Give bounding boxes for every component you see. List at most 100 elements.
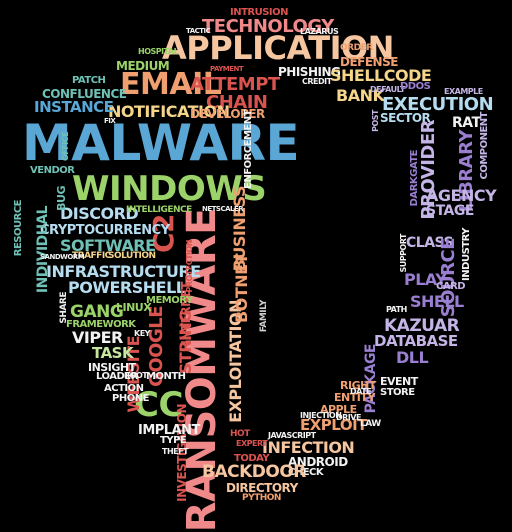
word-order: ORDER bbox=[340, 43, 373, 53]
word-medium: MEDIUM bbox=[116, 59, 170, 73]
word-bug: BUG bbox=[55, 186, 68, 211]
word-protection: PROTECTION bbox=[185, 240, 194, 293]
word-implant: IMPLANT bbox=[138, 423, 200, 438]
word-database: DATABASE bbox=[374, 332, 458, 350]
word-class: CLASS bbox=[406, 235, 454, 251]
word-developer: DEVELOPER bbox=[190, 107, 265, 121]
word-sandworm: SANDWORM bbox=[40, 253, 85, 261]
word-agency: AGENCY bbox=[426, 186, 497, 205]
word-expert: EXPERT bbox=[236, 439, 268, 448]
word-theft: THEFT bbox=[162, 447, 189, 456]
word-month: MONTH bbox=[146, 371, 186, 382]
word-linux: LINUX bbox=[116, 301, 152, 314]
word-fix: FIX bbox=[104, 117, 116, 125]
word-vendor: VENDOR bbox=[30, 165, 75, 176]
word-individual: INDIVIDUAL bbox=[35, 206, 51, 294]
word-rat: RAT bbox=[452, 115, 481, 131]
word-darkgate: DARKGATE bbox=[409, 150, 420, 207]
word-framework: FRAMEWORK bbox=[66, 319, 136, 330]
word-exploit: EXPLOIT bbox=[300, 416, 367, 434]
word-gang: GANG bbox=[70, 302, 124, 322]
word-application: APPLICATION bbox=[162, 29, 394, 67]
word-component: COMPONENT bbox=[479, 112, 490, 180]
word-hospital: HOSPITAL bbox=[138, 47, 179, 56]
word-infection: INFECTION bbox=[262, 438, 355, 457]
word-family: FAMILY bbox=[259, 300, 269, 333]
word-drive: DRIVE bbox=[336, 413, 361, 422]
word-today: TODAY bbox=[234, 453, 270, 464]
word-intelligence: INTELLIGENCE bbox=[126, 205, 192, 215]
word-execution: EXECUTION bbox=[382, 94, 494, 115]
word-store: STORE bbox=[380, 387, 415, 398]
word-post: POST bbox=[371, 110, 380, 132]
word-card: CARD bbox=[436, 281, 466, 292]
word-event: EVENT bbox=[380, 375, 418, 388]
word-cc: CC bbox=[134, 385, 183, 425]
word-phishing: PHISHING bbox=[278, 65, 341, 79]
word-software: SOFTWARE bbox=[60, 236, 156, 255]
word-viper: VIPER bbox=[72, 328, 123, 347]
word-tactic: TACTIC bbox=[186, 27, 211, 35]
word-attempt: ATTEMPT bbox=[190, 74, 280, 95]
word-solution: SOLUTION bbox=[108, 251, 156, 261]
word-example: EXAMPLE bbox=[444, 87, 483, 96]
word-malware: MALWARE bbox=[22, 114, 300, 172]
word-path: PATH bbox=[386, 305, 407, 314]
word-play: PLAY bbox=[404, 270, 447, 289]
word-payment: PAYMENT bbox=[210, 65, 244, 73]
word-lazarus: LAZARUS bbox=[300, 27, 339, 36]
word-directory: DIRECTORY bbox=[226, 481, 298, 495]
word-injection: INJECTION bbox=[300, 411, 342, 420]
word-kazuar: KAZUAR bbox=[384, 316, 460, 336]
word-confluence: CONFLUENCE bbox=[42, 87, 127, 101]
word-intrusion: INTRUSION bbox=[230, 7, 289, 18]
word-instance: INSTANCE bbox=[34, 98, 114, 116]
word-sector: SECTOR bbox=[380, 111, 431, 125]
word-type: TYPE bbox=[160, 435, 187, 446]
word-email: EMAIL bbox=[120, 67, 222, 102]
word-share: SHARE bbox=[59, 292, 69, 324]
word-industry: INDUSTRY bbox=[461, 228, 472, 281]
word-python: PYTHON bbox=[242, 493, 281, 503]
word-action: ACTION bbox=[104, 383, 144, 394]
word-powershell: POWERSHELL bbox=[68, 278, 186, 297]
word-shellcode: SHELLCODE bbox=[330, 66, 432, 85]
word-botnet: BOTNET bbox=[232, 254, 251, 323]
word-bank: BANK bbox=[336, 86, 385, 105]
word-support: SUPPORT bbox=[399, 234, 408, 273]
word-stage: STAGE bbox=[426, 203, 474, 219]
word-law: LAW bbox=[360, 419, 381, 429]
word-loader: LOADER bbox=[96, 371, 138, 382]
word-technology: TECHNOLOGY bbox=[202, 16, 334, 37]
word-default: DEFAULT bbox=[370, 85, 405, 94]
word-apple: APPLE bbox=[320, 403, 357, 416]
word-shell: SHELL bbox=[410, 292, 464, 311]
word-traffic: TRAFFIC bbox=[72, 251, 111, 261]
word-discord: DISCORD bbox=[60, 204, 139, 223]
word-entity: ENTITY bbox=[334, 391, 375, 404]
word-chain: CHAIN bbox=[206, 92, 268, 113]
word-memory: MEMORY bbox=[146, 295, 193, 306]
word-netscaler: NETSCALER bbox=[202, 205, 244, 213]
word-backdoor: BACKDOOR bbox=[202, 462, 306, 482]
word-resource: RESOURCE bbox=[13, 200, 24, 257]
word-android: ANDROID bbox=[288, 455, 348, 469]
word-javascript: JAVASCRIPT bbox=[268, 431, 316, 440]
word-check: CHECK bbox=[288, 467, 324, 478]
word-enforcement: ENFORCEMENT bbox=[243, 110, 254, 189]
word-office: OFFICE bbox=[61, 132, 70, 162]
word-date: DATE bbox=[350, 387, 372, 396]
word-dll: DLL bbox=[396, 348, 429, 367]
word-defense: DEFENSE bbox=[340, 55, 398, 69]
word-key: KEY bbox=[134, 329, 150, 338]
word-cloud: MALWARE APPLICATION EMAIL WINDOWS RANSOMWARE… bbox=[13, 7, 497, 532]
word-task: TASK bbox=[92, 344, 134, 362]
word-credit: CREDIT bbox=[302, 77, 332, 86]
word-hot: HOT bbox=[230, 429, 250, 439]
word-patch: PATCH bbox=[72, 75, 106, 86]
word-notification: NOTIFICATION bbox=[108, 102, 230, 121]
word-windows: WINDOWS bbox=[72, 169, 267, 209]
word-cryptocurrency: CRYPTOCURRENCY bbox=[40, 223, 170, 238]
word-root: ROOT bbox=[124, 371, 148, 380]
word-phone: PHONE bbox=[112, 393, 149, 404]
